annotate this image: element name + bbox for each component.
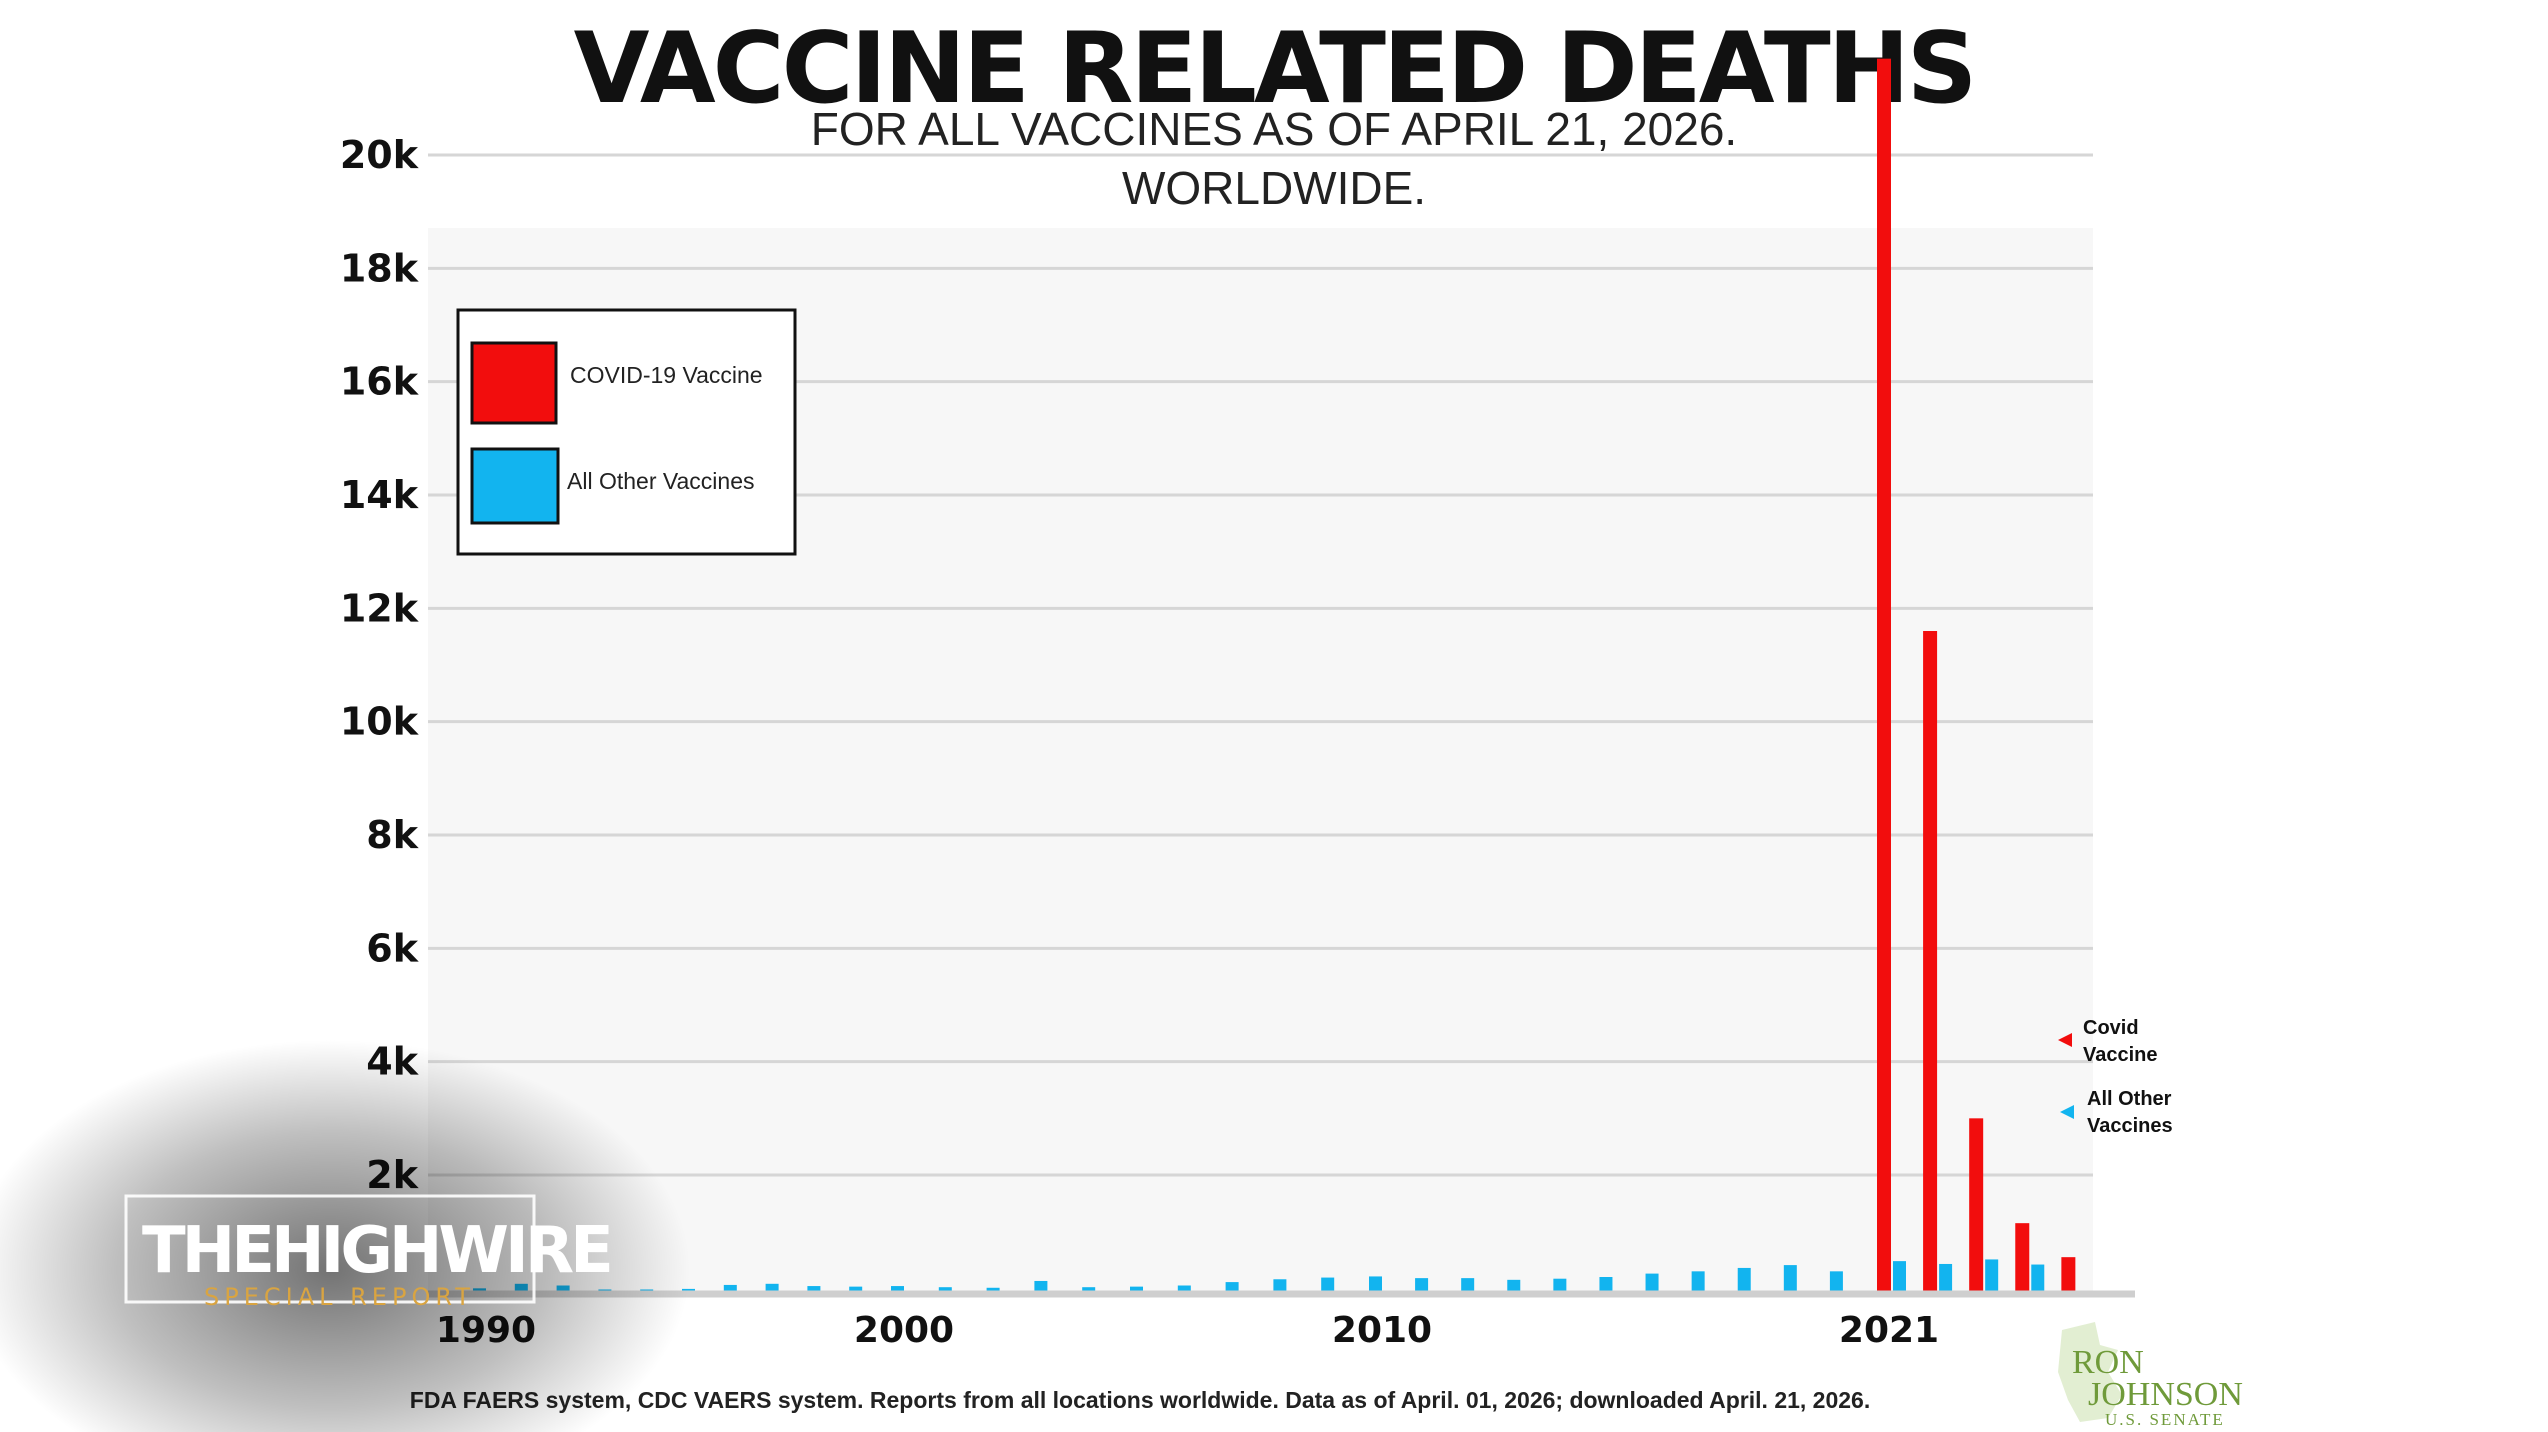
legend: COVID-19 Vaccine All Other Vaccines <box>456 308 797 556</box>
logo-line1: RON <box>2072 1344 2144 1381</box>
watermark-frame <box>124 1194 536 1304</box>
y-tick-label: 8k <box>366 813 418 857</box>
y-tick-label: 10k <box>340 700 419 744</box>
bar-other-vaccines <box>807 1286 821 1294</box>
bar-covid-vaccine <box>2061 1257 2076 1294</box>
side-label-covid-line2: Vaccine <box>2083 1044 2158 1066</box>
y-tick-label: 6k <box>366 926 418 970</box>
bar-other-vaccines <box>1553 1278 1567 1294</box>
y-tick-label: 16k <box>340 360 419 404</box>
y-tick-label: 18k <box>340 246 419 290</box>
watermark-logo: THEHIGHWIRE <box>142 1214 610 1288</box>
bar-covid-vaccine <box>1923 631 1938 1294</box>
y-tick-label: 20k <box>340 133 419 177</box>
bar-other-vaccines <box>1461 1278 1475 1294</box>
side-marker-other <box>2060 1105 2074 1119</box>
bar-other-vaccines <box>765 1283 779 1294</box>
bar-other-vaccines <box>1985 1259 1999 1294</box>
x-tick-label: 2000 <box>854 1310 954 1351</box>
bar-other-vaccines <box>1829 1271 1843 1294</box>
bar-other-vaccines <box>1225 1282 1239 1294</box>
bar-other-vaccines <box>1645 1273 1659 1294</box>
y-axis-ticks: 2k4k6k8k10k12k14k16k18k20k <box>340 133 419 1197</box>
brand-subtitle: SPECIAL REPORT <box>204 1283 475 1311</box>
bar-other-vaccines <box>1893 1261 1906 1294</box>
bar-other-vaccines <box>1507 1279 1521 1294</box>
bar-other-vaccines <box>1783 1265 1797 1294</box>
bar-other-vaccines <box>1939 1263 1953 1294</box>
side-label-other-line1: All Other <box>2087 1088 2172 1110</box>
legend-swatch-covid <box>470 341 558 425</box>
bar-covid-vaccine <box>1877 58 1891 1295</box>
logo-line2: JOHNSON <box>2088 1376 2243 1413</box>
watermark-shadow <box>0 1040 690 1432</box>
wisconsin-shape-icon <box>2058 1322 2122 1422</box>
legend-label-other: All Other Vaccines <box>567 468 754 494</box>
y-tick-label: 12k <box>340 586 419 630</box>
bar-covid-vaccine <box>2015 1223 2030 1294</box>
legend-label-covid: COVID-19 Vaccine <box>570 362 763 388</box>
chart-subtitle-line2: WORLDWIDE. <box>1122 162 1426 214</box>
brand-highwire: HIGHWIRE <box>271 1214 610 1288</box>
bar-other-vaccines <box>723 1284 737 1294</box>
bar-other-vaccines <box>891 1286 904 1294</box>
chart-title: VACCINE RELATED DEATHS <box>574 12 1975 126</box>
x-tick-label: 2010 <box>1332 1310 1432 1351</box>
side-legend: Covid Vaccine All Other Vaccines <box>2058 1017 2173 1137</box>
bar-other-vaccines <box>1369 1276 1382 1294</box>
ron-johnson-logo: RON JOHNSON U.S. SENATE <box>2058 1322 2243 1429</box>
bar-other-vaccines <box>1415 1278 1429 1294</box>
x-tick-label: 2021 <box>1839 1310 1939 1351</box>
bar-other-vaccines <box>1691 1271 1705 1294</box>
side-label-covid-line1: Covid <box>2083 1017 2139 1039</box>
chart-subtitle-line1: FOR ALL VACCINES AS OF APRIL 21, 2026. <box>811 103 1737 155</box>
chart-footnote: FDA FAERS system, CDC VAERS system. Repo… <box>410 1387 1870 1413</box>
logo-line3: U.S. SENATE <box>2105 1410 2225 1429</box>
bar-other-vaccines <box>1177 1285 1191 1294</box>
bar-other-vaccines <box>1737 1267 1751 1294</box>
side-label-other-line2: Vaccines <box>2087 1115 2173 1137</box>
legend-swatch-other <box>470 447 560 525</box>
bar-other-vaccines <box>2031 1264 2045 1294</box>
bar-other-vaccines <box>1321 1277 1335 1294</box>
bar-other-vaccines <box>1599 1277 1613 1294</box>
bar-other-vaccines <box>1130 1286 1143 1294</box>
brand-the: THE <box>142 1214 271 1288</box>
bar-covid-vaccine <box>1969 1118 1984 1294</box>
y-tick-label: 14k <box>340 473 419 517</box>
side-marker-covid <box>2058 1033 2072 1047</box>
bar-other-vaccines <box>849 1286 863 1294</box>
bar-other-vaccines <box>1273 1279 1287 1294</box>
highwire-watermark: THEHIGHWIRE SPECIAL REPORT <box>0 1040 690 1432</box>
